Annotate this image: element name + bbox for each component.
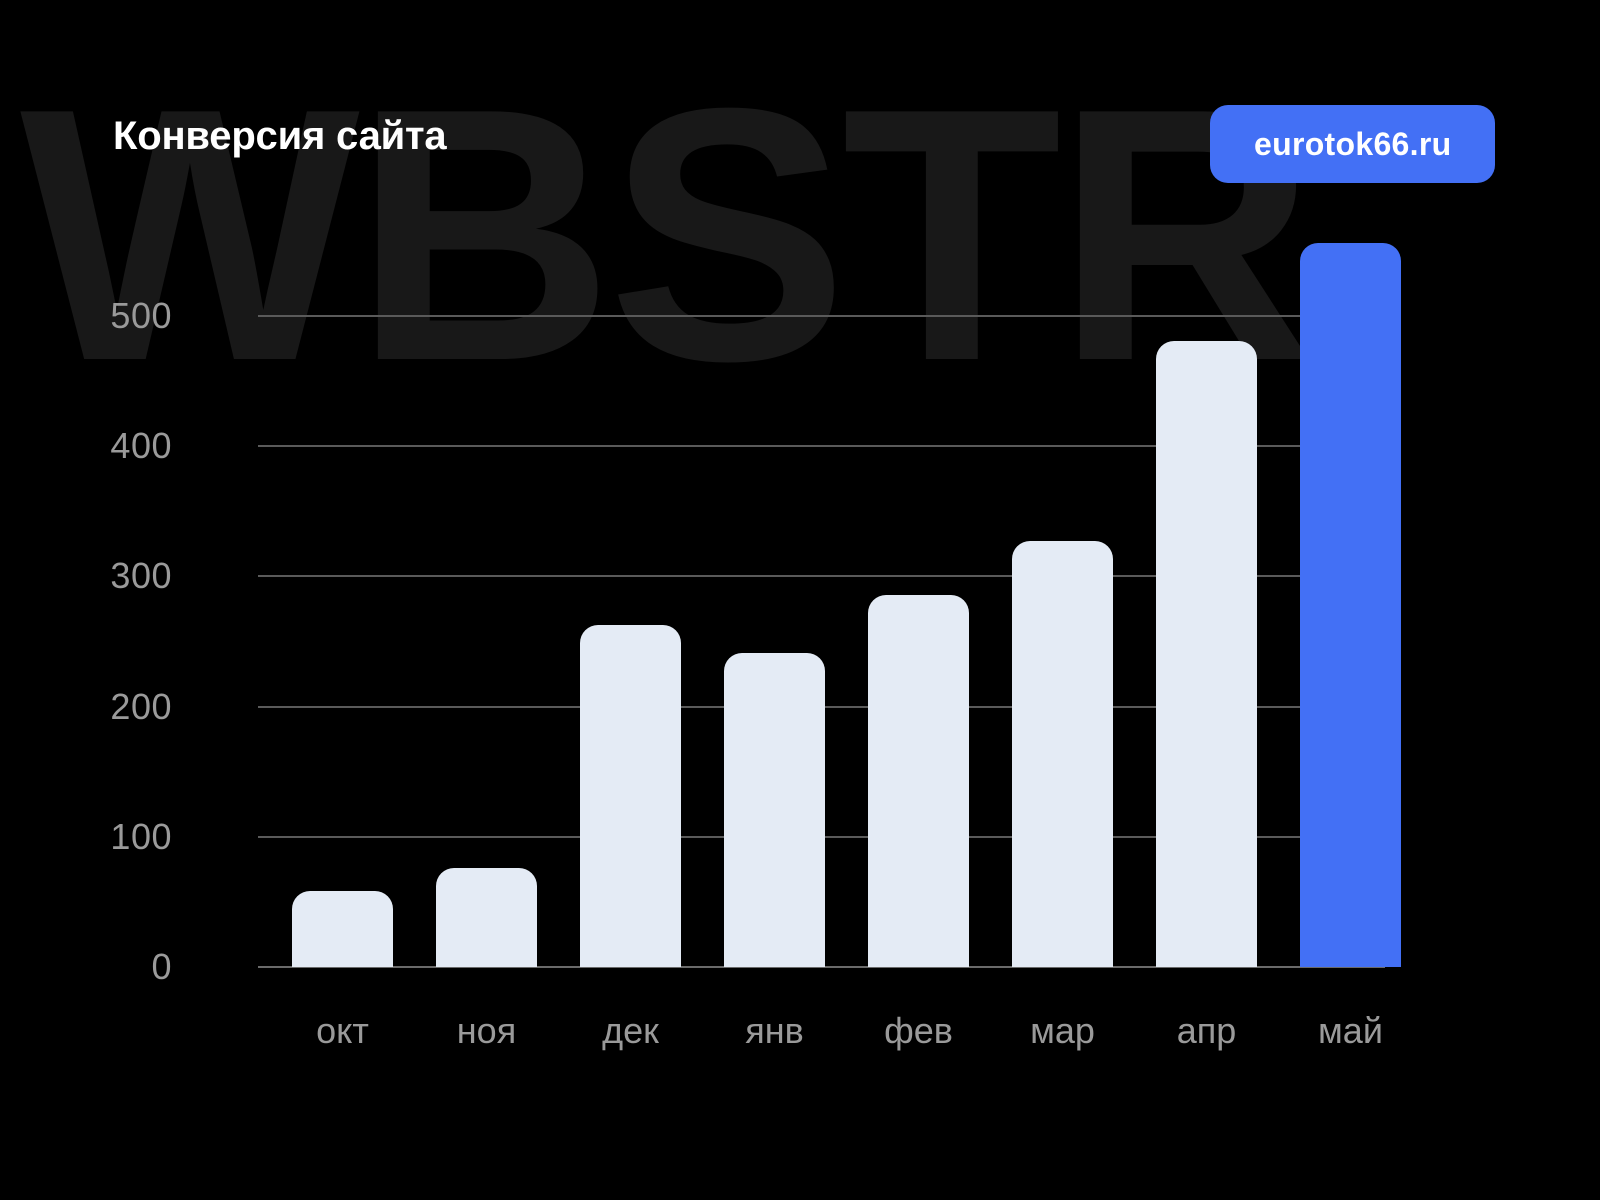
site-badge[interactable]: eurotok66.ru [1210, 105, 1496, 183]
bar-мар[interactable] [1012, 541, 1113, 967]
bar-фев[interactable] [868, 594, 969, 967]
bar-окт[interactable] [292, 891, 393, 967]
x-axis-tick-label: мар [1030, 1010, 1095, 1051]
gridline [258, 445, 1385, 448]
y-axis-tick-label: 400 [110, 425, 172, 467]
bar-апр[interactable] [1156, 340, 1257, 967]
y-axis-tick-label: 0 [151, 946, 172, 987]
y-axis-tick-label: 300 [110, 555, 172, 597]
x-axis-tick-label: окт [316, 1010, 369, 1051]
bar-янв[interactable] [724, 653, 825, 967]
y-axis-tick-label: 500 [110, 295, 172, 336]
x-axis-tick-label: дек [602, 1010, 659, 1051]
x-axis-tick-label: ноя [456, 1010, 517, 1051]
x-axis-tick-label: янв [745, 1010, 804, 1051]
bar-ноя[interactable] [436, 868, 537, 967]
gridline [258, 315, 1385, 317]
gridline [258, 966, 1385, 968]
x-axis-tick-label: май [1318, 1010, 1383, 1051]
page-title: Конверсия сайта [113, 114, 447, 158]
site-badge-label: eurotok66.ru [1254, 125, 1452, 162]
gridline [258, 575, 1385, 578]
y-axis-tick-label: 100 [110, 815, 172, 857]
x-axis-tick-label: апр [1176, 1010, 1237, 1051]
y-axis-tick-label: 200 [110, 685, 172, 727]
bar-дек[interactable] [580, 624, 681, 967]
x-axis-tick-label: фев [884, 1010, 953, 1051]
bar-май[interactable] [1300, 243, 1401, 967]
